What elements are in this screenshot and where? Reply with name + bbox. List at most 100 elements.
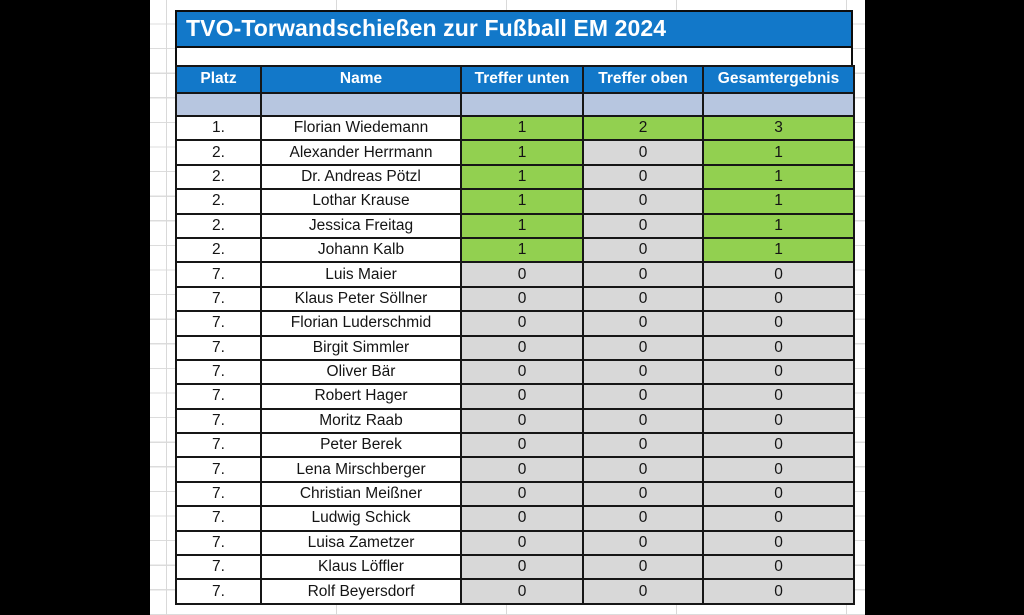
cell-treffer-unten[interactable]: 0 — [460, 383, 584, 410]
cell-treffer-unten[interactable]: 0 — [460, 285, 584, 313]
cell-treffer-unten[interactable]: 1 — [460, 212, 584, 239]
col-header-treffer-unten[interactable]: Treffer unten — [460, 65, 584, 94]
cell-gesamtergebnis[interactable]: 3 — [702, 114, 855, 142]
cell-platz[interactable]: 7. — [175, 310, 262, 337]
cell-treffer-unten[interactable]: 0 — [460, 407, 584, 435]
cell-gesamtergebnis[interactable]: 0 — [702, 432, 855, 459]
cell-platz[interactable]: 2. — [175, 188, 262, 215]
cell-gesamtergebnis[interactable]: 1 — [702, 212, 855, 239]
cell-platz[interactable]: 7. — [175, 432, 262, 459]
cell-treffer-oben[interactable]: 0 — [582, 480, 704, 508]
cell-treffer-oben[interactable]: 0 — [582, 188, 704, 215]
col-header-treffer-oben[interactable]: Treffer oben — [582, 65, 704, 94]
cell-treffer-oben[interactable]: 0 — [582, 212, 704, 239]
cell-platz[interactable]: 7. — [175, 456, 262, 483]
cell-treffer-unten[interactable]: 1 — [460, 236, 584, 264]
cell-treffer-unten[interactable]: 0 — [460, 358, 584, 386]
empty-cell[interactable] — [260, 91, 462, 117]
cell-gesamtergebnis[interactable]: 0 — [702, 456, 855, 483]
cell-name[interactable]: Peter Berek — [260, 432, 462, 459]
cell-platz[interactable]: 7. — [175, 334, 262, 361]
cell-name[interactable]: Luisa Zametzer — [260, 529, 462, 557]
cell-platz[interactable]: 7. — [175, 261, 262, 288]
cell-name[interactable]: Lena Mirschberger — [260, 456, 462, 483]
cell-treffer-unten[interactable]: 1 — [460, 188, 584, 215]
cell-gesamtergebnis[interactable]: 1 — [702, 139, 855, 166]
cell-platz[interactable]: 7. — [175, 383, 262, 410]
cell-gesamtergebnis[interactable]: 0 — [702, 285, 855, 313]
cell-name[interactable]: Robert Hager — [260, 383, 462, 410]
cell-gesamtergebnis[interactable]: 1 — [702, 163, 855, 191]
cell-name[interactable]: Johann Kalb — [260, 236, 462, 264]
cell-treffer-unten[interactable]: 0 — [460, 480, 584, 508]
cell-gesamtergebnis[interactable]: 1 — [702, 188, 855, 215]
cell-treffer-unten[interactable]: 0 — [460, 554, 584, 581]
cell-treffer-unten[interactable]: 0 — [460, 578, 584, 605]
cell-name[interactable]: Luis Maier — [260, 261, 462, 288]
cell-gesamtergebnis[interactable]: 0 — [702, 578, 855, 605]
cell-gesamtergebnis[interactable]: 0 — [702, 407, 855, 435]
cell-gesamtergebnis[interactable]: 0 — [702, 480, 855, 508]
cell-name[interactable]: Alexander Herrmann — [260, 139, 462, 166]
cell-platz[interactable]: 2. — [175, 236, 262, 264]
cell-name[interactable]: Klaus Peter Söllner — [260, 285, 462, 313]
cell-gesamtergebnis[interactable]: 0 — [702, 310, 855, 337]
cell-gesamtergebnis[interactable]: 0 — [702, 554, 855, 581]
col-header-name[interactable]: Name — [260, 65, 462, 94]
cell-platz[interactable]: 7. — [175, 358, 262, 386]
cell-gesamtergebnis[interactable]: 0 — [702, 334, 855, 361]
cell-platz[interactable]: 7. — [175, 480, 262, 508]
cell-treffer-oben[interactable]: 0 — [582, 163, 704, 191]
cell-platz[interactable]: 1. — [175, 114, 262, 142]
cell-name[interactable]: Florian Wiedemann — [260, 114, 462, 142]
cell-platz[interactable]: 7. — [175, 505, 262, 532]
cell-name[interactable]: Birgit Simmler — [260, 334, 462, 361]
table-title-cell[interactable]: TVO-Torwandschießen zur Fußball EM 2024 — [175, 10, 853, 48]
cell-treffer-oben[interactable]: 0 — [582, 383, 704, 410]
cell-name[interactable]: Klaus Löffler — [260, 554, 462, 581]
cell-gesamtergebnis[interactable]: 0 — [702, 383, 855, 410]
cell-treffer-oben[interactable]: 0 — [582, 554, 704, 581]
cell-treffer-unten[interactable]: 1 — [460, 114, 584, 142]
cell-name[interactable]: Jessica Freitag — [260, 212, 462, 239]
cell-platz[interactable]: 7. — [175, 578, 262, 605]
cell-treffer-unten[interactable]: 0 — [460, 334, 584, 361]
cell-name[interactable]: Lothar Krause — [260, 188, 462, 215]
cell-name[interactable]: Florian Luderschmid — [260, 310, 462, 337]
cell-platz[interactable]: 2. — [175, 163, 262, 191]
cell-gesamtergebnis[interactable]: 0 — [702, 505, 855, 532]
col-header-gesamtergebnis[interactable]: Gesamtergebnis — [702, 65, 855, 94]
cell-treffer-unten[interactable]: 0 — [460, 529, 584, 557]
cell-platz[interactable]: 2. — [175, 139, 262, 166]
cell-treffer-oben[interactable]: 0 — [582, 358, 704, 386]
cell-name[interactable]: Oliver Bär — [260, 358, 462, 386]
cell-name[interactable]: Christian Meißner — [260, 480, 462, 508]
cell-treffer-oben[interactable]: 0 — [582, 529, 704, 557]
cell-treffer-oben[interactable]: 0 — [582, 310, 704, 337]
cell-platz[interactable]: 7. — [175, 407, 262, 435]
cell-treffer-oben[interactable]: 2 — [582, 114, 704, 142]
cell-treffer-oben[interactable]: 0 — [582, 236, 704, 264]
cell-name[interactable]: Moritz Raab — [260, 407, 462, 435]
cell-name[interactable]: Dr. Andreas Pötzl — [260, 163, 462, 191]
cell-platz[interactable]: 7. — [175, 554, 262, 581]
cell-treffer-oben[interactable]: 0 — [582, 432, 704, 459]
cell-platz[interactable]: 7. — [175, 529, 262, 557]
cell-gesamtergebnis[interactable]: 0 — [702, 529, 855, 557]
cell-treffer-oben[interactable]: 0 — [582, 456, 704, 483]
cell-treffer-unten[interactable]: 0 — [460, 505, 584, 532]
empty-cell[interactable] — [582, 91, 704, 117]
col-header-platz[interactable]: Platz — [175, 65, 262, 94]
cell-treffer-oben[interactable]: 0 — [582, 578, 704, 605]
cell-platz[interactable]: 7. — [175, 285, 262, 313]
cell-treffer-oben[interactable]: 0 — [582, 261, 704, 288]
cell-treffer-oben[interactable]: 0 — [582, 139, 704, 166]
cell-gesamtergebnis[interactable]: 1 — [702, 236, 855, 264]
empty-cell[interactable] — [175, 91, 262, 117]
cell-gesamtergebnis[interactable]: 0 — [702, 261, 855, 288]
cell-treffer-oben[interactable]: 0 — [582, 505, 704, 532]
cell-treffer-oben[interactable]: 0 — [582, 285, 704, 313]
cell-treffer-oben[interactable]: 0 — [582, 407, 704, 435]
cell-gesamtergebnis[interactable]: 0 — [702, 358, 855, 386]
cell-treffer-unten[interactable]: 0 — [460, 261, 584, 288]
